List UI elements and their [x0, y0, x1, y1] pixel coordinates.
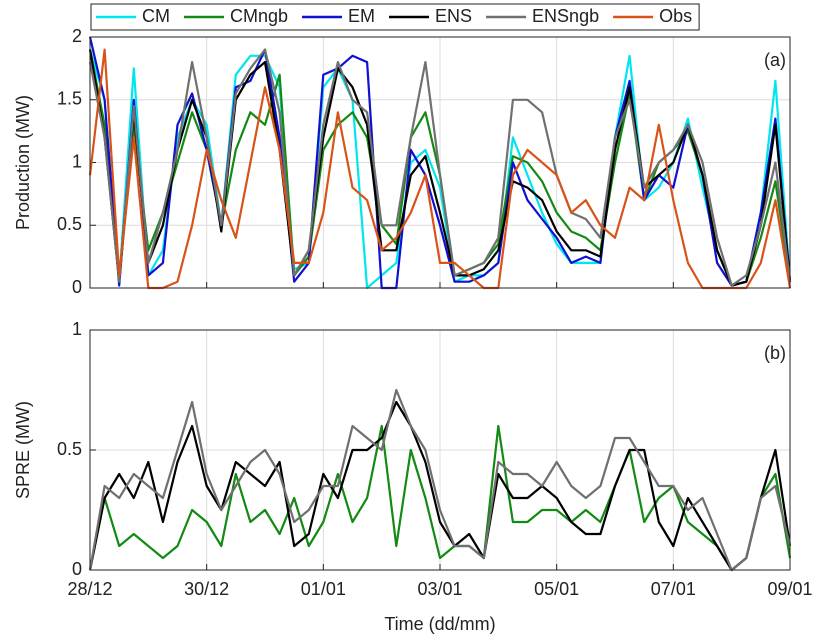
x-tick-label: 09/01: [767, 579, 812, 599]
x-tick-label: 05/01: [534, 579, 579, 599]
legend-label: Obs: [659, 6, 692, 26]
legend-label: CM: [142, 6, 170, 26]
series-line: [88, 48, 792, 287]
series-line: [88, 388, 792, 572]
x-tick-label: 07/01: [651, 579, 696, 599]
legend-label: ENSngb: [532, 6, 599, 26]
legend-label: EM: [348, 6, 375, 26]
x-tick-label: 28/12: [67, 579, 112, 599]
series-line: [88, 48, 792, 290]
y-axis-label: SPRE (MW): [13, 401, 33, 499]
panel-annotation: (b): [764, 343, 786, 363]
x-tick-label: 30/12: [184, 579, 229, 599]
y-tick-label: 1.5: [57, 89, 82, 109]
plot-frame: [89, 36, 791, 289]
legend: CM CMngb EM ENS ENSngb Obs: [90, 3, 700, 31]
y-tick-label: 0.5: [57, 214, 82, 234]
y-tick-label: 0.5: [57, 439, 82, 459]
series-line: [88, 400, 792, 572]
y-tick-label: 1: [72, 151, 82, 171]
y-tick-label: 1: [72, 319, 82, 339]
y-tick-label: 2: [72, 26, 82, 46]
panel-annotation: (a): [764, 50, 786, 70]
plot-frame: [89, 329, 791, 571]
y-axis-label: Production (MW): [13, 95, 33, 230]
legend-label: CMngb: [230, 6, 288, 26]
y-tick-label: 0: [72, 559, 82, 579]
x-tick-label: 01/01: [301, 579, 346, 599]
x-axis-label: Time (dd/mm): [384, 614, 495, 634]
legend-label: ENS: [435, 6, 472, 26]
x-tick-label: 03/01: [417, 579, 462, 599]
y-tick-label: 0: [72, 277, 82, 297]
